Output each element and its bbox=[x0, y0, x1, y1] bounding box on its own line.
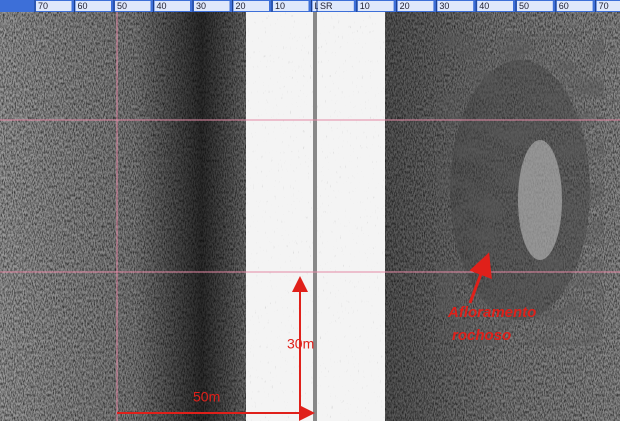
ruler-labels: 70605040302010LFSR10203040506070 bbox=[35, 0, 620, 12]
feature-label: rochoso bbox=[452, 327, 511, 344]
ruler-label: 60 bbox=[78, 1, 88, 11]
horizontal-scale: 50m bbox=[193, 389, 220, 405]
ruler-label: 50 bbox=[519, 1, 529, 11]
ruler-label: 30 bbox=[196, 1, 206, 11]
ruler-label: 40 bbox=[479, 1, 489, 11]
ruler-label: 10 bbox=[275, 1, 285, 11]
left-noise bbox=[0, 12, 246, 421]
ruler-label: 60 bbox=[559, 1, 569, 11]
vertical-scale: 30m bbox=[287, 336, 314, 352]
ruler-label: SR bbox=[320, 1, 333, 11]
right-nadir-noise bbox=[317, 12, 385, 421]
ruler-label: 70 bbox=[38, 1, 48, 11]
ruler-label: 20 bbox=[236, 1, 246, 11]
sonar-record: 70605040302010LFSR10203040506070 30m 50m… bbox=[0, 0, 620, 421]
rock-highlight bbox=[518, 140, 562, 260]
ruler-label: 50 bbox=[117, 1, 127, 11]
left-nadir-noise bbox=[246, 12, 313, 421]
ruler-label: 20 bbox=[400, 1, 410, 11]
ruler-label: 40 bbox=[157, 1, 167, 11]
ruler-label: 30 bbox=[439, 1, 449, 11]
feature-label: Afloramento bbox=[447, 304, 536, 321]
divider bbox=[313, 0, 317, 421]
ruler-label: 70 bbox=[599, 1, 609, 11]
ruler-label: 10 bbox=[360, 1, 370, 11]
